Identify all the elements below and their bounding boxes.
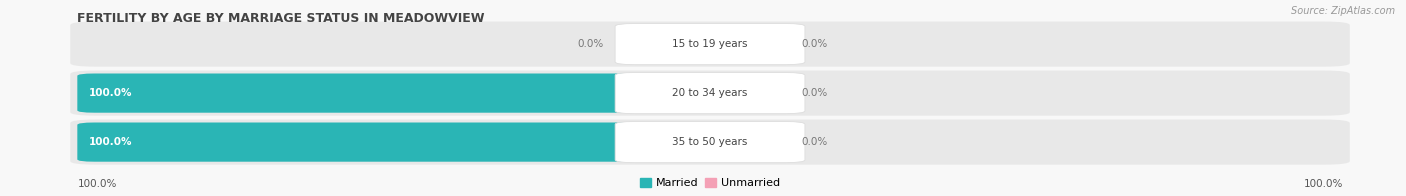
FancyBboxPatch shape [616,73,806,114]
Text: 15 to 19 years: 15 to 19 years [672,39,748,49]
Text: 100.0%: 100.0% [89,137,132,147]
FancyBboxPatch shape [77,74,710,113]
FancyBboxPatch shape [710,24,787,64]
Text: 0.0%: 0.0% [801,88,828,98]
Text: 100.0%: 100.0% [77,179,117,189]
FancyBboxPatch shape [616,24,806,65]
Text: 0.0%: 0.0% [578,39,605,49]
Text: 35 to 50 years: 35 to 50 years [672,137,748,147]
Text: Source: ZipAtlas.com: Source: ZipAtlas.com [1291,6,1395,16]
FancyBboxPatch shape [70,71,1350,116]
FancyBboxPatch shape [616,122,806,163]
Text: FERTILITY BY AGE BY MARRIAGE STATUS IN MEADOWVIEW: FERTILITY BY AGE BY MARRIAGE STATUS IN M… [77,12,485,25]
Text: 0.0%: 0.0% [801,137,828,147]
FancyBboxPatch shape [70,120,1350,165]
FancyBboxPatch shape [70,22,1350,67]
Text: 20 to 34 years: 20 to 34 years [672,88,748,98]
Text: 100.0%: 100.0% [89,88,132,98]
Text: 100.0%: 100.0% [1303,179,1343,189]
Legend: Married, Unmarried: Married, Unmarried [640,178,780,189]
Text: 0.0%: 0.0% [801,39,828,49]
FancyBboxPatch shape [710,122,787,162]
FancyBboxPatch shape [77,122,710,162]
FancyBboxPatch shape [710,74,787,113]
